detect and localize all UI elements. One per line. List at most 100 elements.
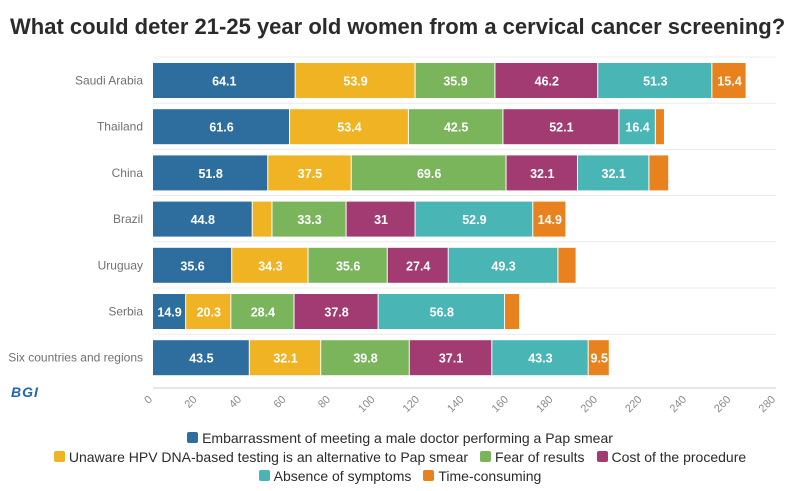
legend-label: Fear of results (495, 448, 585, 465)
category-label: Saudi Arabia (75, 74, 143, 88)
bar-segment (415, 63, 495, 98)
bar-segment (249, 340, 321, 376)
legend-item[interactable]: Unaware HPV DNA-based testing is an alte… (53, 448, 469, 465)
x-tick-label: 280 (757, 394, 778, 415)
bar-segment (598, 63, 712, 98)
data-label: 35.6 (180, 259, 204, 273)
legend-item[interactable]: Cost of the procedure (596, 448, 747, 465)
category-label: Serbia (108, 305, 143, 319)
bar-segment (619, 109, 655, 145)
data-label: 46.2 (535, 75, 559, 89)
x-tick-label: 40 (227, 394, 244, 411)
data-label: 37.1 (439, 352, 463, 366)
chart-title: What could deter 21-25 year old women fr… (10, 14, 786, 39)
bar-segment (504, 294, 520, 329)
data-label: 35.6 (336, 259, 360, 273)
bar-segment (712, 63, 746, 98)
legend-label: Absence of symptoms (273, 467, 412, 484)
bar-segment (295, 63, 415, 98)
data-label: 20.3 (197, 306, 221, 320)
data-label: 44.8 (191, 213, 215, 227)
x-tick-label: 80 (316, 394, 333, 411)
bar-segment (153, 201, 252, 237)
data-label: 53.9 (343, 75, 367, 89)
data-label: 49.3 (491, 259, 515, 273)
data-label: 14.9 (538, 213, 562, 227)
bar-segment (153, 155, 268, 191)
stacked-bar-chart: 0 20 40 60 80 100 120 140 160 180 200 220 240 260 280 S… (8, 56, 778, 415)
data-label: 32.1 (273, 352, 297, 366)
data-label: 43.5 (189, 352, 213, 366)
bar-segment (558, 247, 576, 283)
x-tick-label: 220 (623, 394, 644, 415)
x-tick-label: 200 (579, 394, 600, 415)
x-tick-label: 260 (712, 394, 733, 415)
legend-row: Absence of symptoms Time-consuming (0, 466, 800, 485)
data-label: 37.8 (324, 306, 348, 320)
legend-swatch (187, 432, 199, 443)
category-label: Uruguay (98, 258, 143, 272)
bgi-logo: BGI (11, 384, 39, 400)
legend: Embarrassment of meeting a male doctor p… (0, 428, 800, 485)
data-label: 51.8 (198, 167, 222, 181)
category-label: Six countries and regions (8, 351, 143, 365)
data-label: 61.6 (209, 121, 233, 135)
bar-segment (308, 247, 387, 283)
bar-segment (415, 201, 533, 237)
data-label: 37.5 (298, 167, 322, 181)
legend-item[interactable]: Absence of symptoms (258, 467, 412, 484)
bar-segment (232, 247, 308, 283)
bar-segment (408, 109, 503, 145)
bar-segment (153, 340, 249, 376)
data-label: 51.3 (643, 75, 667, 89)
bar-segment (409, 340, 492, 376)
bar-segment (495, 63, 598, 98)
bar-segment (252, 201, 272, 237)
bar-segment (649, 155, 669, 191)
bar-segment (346, 201, 415, 237)
bar-segment (387, 247, 448, 283)
data-label: 31 (374, 213, 388, 227)
x-tick-label: 60 (271, 394, 288, 411)
legend-item[interactable]: Fear of results (480, 448, 585, 465)
bar-segment (533, 201, 566, 237)
data-label: 32.1 (530, 167, 554, 181)
data-label: 28.4 (251, 306, 275, 320)
bar-segment (153, 294, 186, 329)
data-label: 53.4 (337, 121, 361, 135)
x-tick-label: 100 (356, 394, 377, 415)
data-label: 15.4 (717, 75, 741, 89)
bar-segment (294, 294, 378, 329)
category-label: Thailand (97, 120, 143, 134)
x-tick-label: 160 (490, 394, 511, 415)
legend-label: Unaware HPV DNA-based testing is an alte… (68, 448, 469, 465)
bar-segment (351, 155, 506, 191)
data-label: 64.1 (212, 75, 236, 89)
legend-item[interactable]: Time-consuming (423, 468, 541, 484)
data-label: 52.9 (462, 213, 486, 227)
data-label: 52.1 (549, 121, 573, 135)
bar-segment (506, 155, 577, 191)
legend-swatch (53, 451, 65, 462)
bar-segment (321, 340, 409, 376)
category-label: Brazil (113, 212, 143, 226)
bar-segment (272, 201, 346, 237)
legend-label: Cost of the procedure (611, 448, 747, 465)
data-label: 32.1 (602, 167, 626, 181)
legend-label: Time-consuming (438, 467, 542, 484)
category-label: China (112, 166, 144, 180)
data-label: 16.4 (625, 121, 649, 135)
x-tick-label: 180 (534, 394, 555, 415)
data-label: 69.6 (417, 167, 441, 181)
legend-swatch (423, 470, 435, 481)
bar-segment (503, 109, 619, 145)
legend-row: Embarrassment of meeting a male doctor p… (0, 428, 800, 447)
bar-segment (153, 63, 295, 98)
data-label: 43.3 (528, 352, 552, 366)
data-label: 33.3 (297, 213, 321, 227)
data-label: 42.5 (444, 121, 468, 135)
legend-item[interactable]: Embarrassment of meeting a male doctor p… (187, 430, 613, 446)
bar-segment (290, 109, 408, 145)
x-tick-label: 140 (445, 394, 466, 415)
data-label: 39.8 (353, 352, 377, 366)
